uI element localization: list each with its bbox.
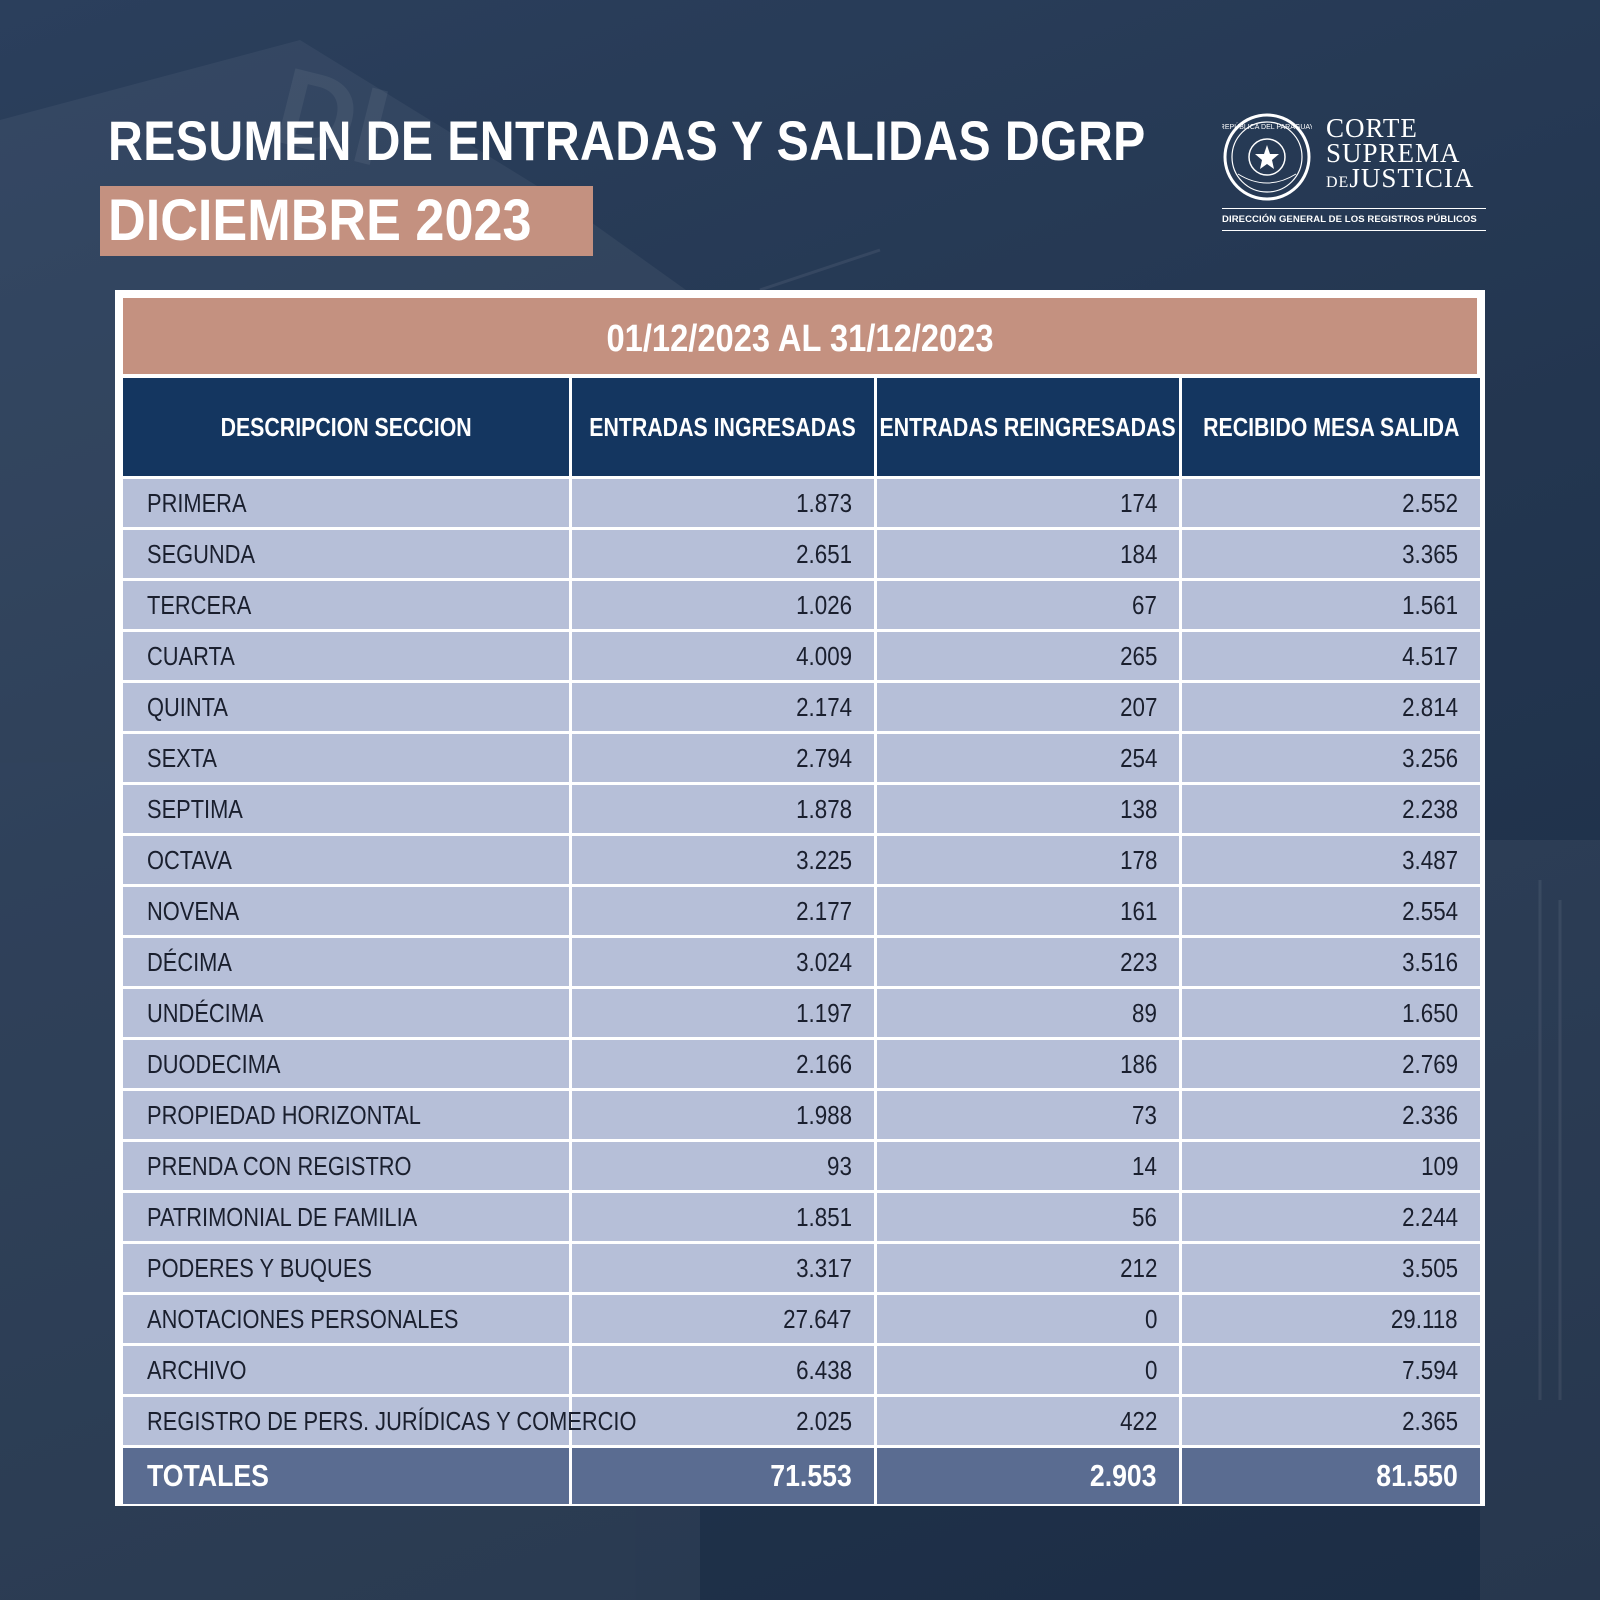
table-cell-value: 186: [877, 1040, 1179, 1088]
table-row-label: SEXTA: [123, 734, 569, 782]
table-cell-value: 3.317: [572, 1244, 874, 1292]
table-cell-value: 1.873: [572, 479, 874, 527]
table-row-label: SEGUNDA: [123, 530, 569, 578]
table-cell-value: 184: [877, 530, 1179, 578]
table-cell-value: 1.851: [572, 1193, 874, 1241]
totals-label: TOTALES: [123, 1448, 569, 1504]
table-row-label: PRENDA CON REGISTRO: [123, 1142, 569, 1190]
table-cell-value: 3.225: [572, 836, 874, 884]
column-header-descripcion: DESCRIPCION SECCION: [123, 378, 569, 476]
period-header: 01/12/2023 AL 31/12/2023: [123, 298, 1477, 374]
table-cell-value: 29.118: [1182, 1295, 1480, 1343]
table-cell-value: 4.517: [1182, 632, 1480, 680]
table-cell-value: 3.256: [1182, 734, 1480, 782]
logo-divider: [1222, 208, 1486, 209]
table-cell-value: 254: [877, 734, 1179, 782]
table-cell-value: 2.166: [572, 1040, 874, 1088]
totals-value: 81.550: [1182, 1448, 1480, 1504]
table-cell-value: 1.878: [572, 785, 874, 833]
table-row-label: PROPIEDAD HORIZONTAL: [123, 1091, 569, 1139]
table-cell-value: 56: [877, 1193, 1179, 1241]
table-row-label: PRIMERA: [123, 479, 569, 527]
table-cell-value: 2.177: [572, 887, 874, 935]
table-cell-value: 89: [877, 989, 1179, 1037]
summary-table: 01/12/2023 AL 31/12/2023 DESCRIPCION SEC…: [115, 290, 1485, 1506]
csj-wordmark: CORTE SUPREMA DEJUSTICIA: [1326, 113, 1475, 193]
paraguay-seal-icon: REPÚBLICA DEL PARAGUAY: [1222, 113, 1312, 201]
table-cell-value: 2.651: [572, 530, 874, 578]
column-header-recibido-mesa-salida: RECIBIDO MESA SALIDA: [1182, 378, 1480, 476]
table-cell-value: 109: [1182, 1142, 1480, 1190]
table-cell-value: 3.365: [1182, 530, 1480, 578]
table-cell-value: 2.365: [1182, 1397, 1480, 1445]
table-cell-value: 178: [877, 836, 1179, 884]
table-row-label: OCTAVA: [123, 836, 569, 884]
table-cell-value: 1.026: [572, 581, 874, 629]
table-cell-value: 2.244: [1182, 1193, 1480, 1241]
table-cell-value: 174: [877, 479, 1179, 527]
table-cell-value: 2.552: [1182, 479, 1480, 527]
table-row-label: QUINTA: [123, 683, 569, 731]
table-cell-value: 2.554: [1182, 887, 1480, 935]
table-cell-value: 67: [877, 581, 1179, 629]
table-cell-value: 1.197: [572, 989, 874, 1037]
table-cell-value: 2.769: [1182, 1040, 1480, 1088]
table-row-label: SEPTIMA: [123, 785, 569, 833]
table-row-label: CUARTA: [123, 632, 569, 680]
totals-value: 71.553: [572, 1448, 874, 1504]
table-row-label: ARCHIVO: [123, 1346, 569, 1394]
page-title: RESUMEN DE ENTRADAS Y SALIDAS DGRP: [108, 109, 1146, 172]
table-cell-value: 207: [877, 683, 1179, 731]
table-cell-value: 3.516: [1182, 938, 1480, 986]
column-header-entradas-reingresadas: ENTRADAS REINGRESADAS: [877, 378, 1179, 476]
table-row-label: REGISTRO DE PERS. JURÍDICAS Y COMERCIO: [123, 1397, 636, 1445]
table-row-label: PATRIMONIAL DE FAMILIA: [123, 1193, 569, 1241]
table-row-label: NOVENA: [123, 887, 569, 935]
table-row-label: DUODECIMA: [123, 1040, 569, 1088]
table-cell-value: 6.438: [572, 1346, 874, 1394]
column-header-entradas-ingresadas: ENTRADAS INGRESADAS: [572, 378, 874, 476]
table-cell-value: 1.561: [1182, 581, 1480, 629]
table-grid: DESCRIPCION SECCION ENTRADAS INGRESADAS …: [123, 378, 1480, 1504]
table-cell-value: 2.336: [1182, 1091, 1480, 1139]
table-row-label: TERCERA: [123, 581, 569, 629]
table-cell-value: 265: [877, 632, 1179, 680]
table-cell-value: 161: [877, 887, 1179, 935]
table-cell-value: 7.594: [1182, 1346, 1480, 1394]
table-cell-value: 138: [877, 785, 1179, 833]
csj-logo: REPÚBLICA DEL PARAGUAY CORTE SUPREMA DEJ…: [1222, 112, 1488, 236]
table-cell-value: 93: [572, 1142, 874, 1190]
table-cell-value: 73: [877, 1091, 1179, 1139]
table-cell-value: 4.009: [572, 632, 874, 680]
table-cell-value: 2.025: [572, 1397, 874, 1445]
table-row-label: UNDÉCIMA: [123, 989, 569, 1037]
table-cell-value: 3.505: [1182, 1244, 1480, 1292]
totals-value: 2.903: [877, 1448, 1179, 1504]
table-row-label: ANOTACIONES PERSONALES: [123, 1295, 569, 1343]
table-row-label: DÉCIMA: [123, 938, 569, 986]
table-row-label: PODERES Y BUQUES: [123, 1244, 569, 1292]
logo-divider-bottom: [1222, 230, 1486, 231]
table-cell-value: 2.238: [1182, 785, 1480, 833]
table-cell-value: 223: [877, 938, 1179, 986]
table-cell-value: 2.174: [572, 683, 874, 731]
table-cell-value: 0: [877, 1295, 1179, 1343]
table-cell-value: 422: [877, 1397, 1179, 1445]
table-cell-value: 27.647: [572, 1295, 874, 1343]
table-cell-value: 212: [877, 1244, 1179, 1292]
table-cell-value: 3.487: [1182, 836, 1480, 884]
table-cell-value: 2.814: [1182, 683, 1480, 731]
table-cell-value: 3.024: [572, 938, 874, 986]
table-cell-value: 1.650: [1182, 989, 1480, 1037]
logo-subtitle: DIRECCIÓN GENERAL DE LOS REGISTROS PÚBLI…: [1222, 214, 1477, 225]
table-cell-value: 1.988: [572, 1091, 874, 1139]
svg-text:REPÚBLICA DEL PARAGUAY: REPÚBLICA DEL PARAGUAY: [1222, 122, 1312, 131]
page-subtitle-month: DICIEMBRE 2023: [100, 186, 593, 256]
table-cell-value: 2.794: [572, 734, 874, 782]
table-cell-value: 14: [877, 1142, 1179, 1190]
table-cell-value: 0: [877, 1346, 1179, 1394]
